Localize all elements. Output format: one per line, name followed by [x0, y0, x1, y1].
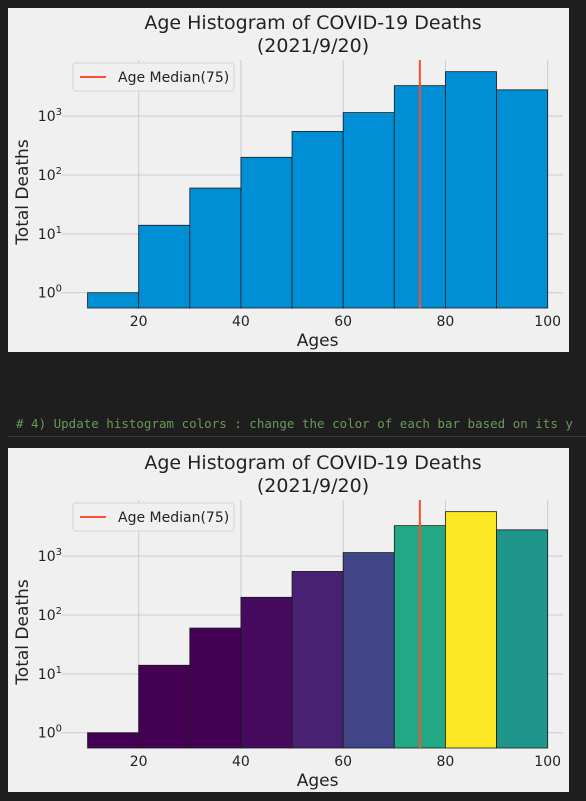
legend-frame — [72, 62, 235, 92]
x-tick-label: 60 — [334, 754, 352, 770]
x-tick-label: 40 — [232, 314, 250, 330]
x-tick-label: 80 — [437, 754, 455, 770]
y-tick-label: 102 — [38, 606, 62, 624]
chart-title: Age Histogram of COVID-19 Deaths — [144, 452, 481, 474]
y-tick-label: 103 — [38, 107, 62, 125]
y-axis-label: Total Deaths — [13, 579, 33, 686]
x-tick-label: 40 — [232, 754, 250, 770]
histogram-bar — [445, 71, 497, 309]
chart-subtitle: (2021/9/20) — [257, 475, 369, 497]
histogram-bar — [240, 156, 293, 309]
chart-subtitle: (2021/9/20) — [257, 35, 369, 57]
x-tick-label: 100 — [534, 314, 561, 330]
histogram-bar — [189, 627, 242, 749]
y-tick-label: 100 — [38, 724, 62, 742]
code-comment-line: # 4) Update histogram colors : change th… — [8, 412, 586, 437]
x-tick-label: 60 — [334, 314, 352, 330]
histogram-bar — [138, 224, 191, 309]
legend-frame — [72, 502, 235, 532]
histogram-bar — [87, 292, 140, 309]
histogram-bar — [342, 112, 395, 309]
histogram-bar — [138, 664, 191, 749]
y-tick-label: 101 — [38, 225, 62, 243]
y-tick-label: 101 — [38, 665, 62, 683]
y-tick-label: 100 — [38, 284, 62, 302]
histogram-bar — [496, 529, 549, 749]
x-tick-label: 20 — [130, 754, 148, 770]
legend: Age Median(75) — [72, 502, 235, 532]
histogram-bar — [240, 596, 293, 749]
x-tick-label: 100 — [534, 754, 561, 770]
legend: Age Median(75) — [72, 62, 235, 92]
chart-svg: Age Histogram of COVID-19 Deaths(2021/9/… — [13, 12, 563, 351]
legend-label: Age Median(75) — [118, 510, 229, 526]
histogram-bar — [445, 511, 497, 749]
y-tick-label: 103 — [38, 547, 62, 565]
x-axis-label: Ages — [297, 331, 339, 351]
histogram-bar — [291, 571, 344, 749]
chart-svg: Age Histogram of COVID-19 Deaths(2021/9/… — [13, 452, 563, 791]
legend-label: Age Median(75) — [118, 70, 229, 86]
x-tick-label: 20 — [130, 314, 148, 330]
histogram-bar — [291, 131, 344, 309]
x-tick-label: 80 — [437, 314, 455, 330]
histogram-figure-blue: Age Histogram of COVID-19 Deaths (2021/9/… — [8, 8, 569, 352]
chart-title: Age Histogram of COVID-19 Deaths — [144, 12, 481, 34]
histogram-bar — [189, 187, 242, 309]
x-axis-label: Ages — [297, 771, 339, 791]
code-comment-text: # 4) Update histogram colors : change th… — [16, 416, 573, 431]
y-tick-label: 102 — [38, 166, 62, 184]
histogram-figure-colored: Age Histogram of COVID-19 Deaths (2021/9/… — [8, 448, 569, 792]
y-axis-label: Total Deaths — [13, 139, 33, 246]
histogram-bar — [87, 732, 140, 749]
histogram-bar — [496, 89, 549, 309]
histogram-bar — [342, 552, 395, 749]
